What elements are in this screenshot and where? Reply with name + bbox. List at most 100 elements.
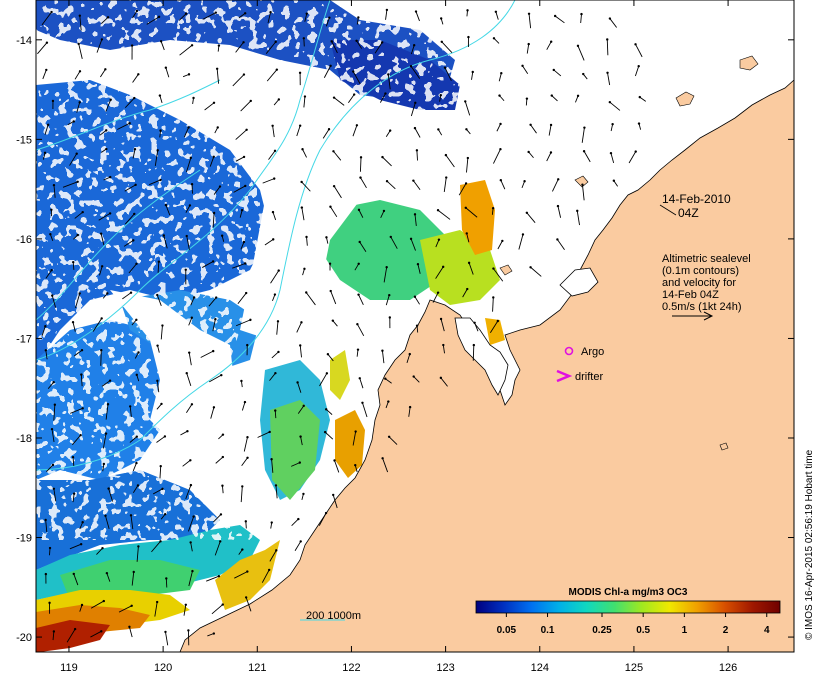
velocity-vector <box>352 125 358 137</box>
velocity-vector-origin <box>305 291 308 294</box>
lon-tick-label: 119 <box>60 662 78 674</box>
velocity-vector-origin <box>557 178 560 181</box>
contour-4 <box>36 169 201 321</box>
velocity-vector-origin <box>553 14 557 18</box>
velocity-vector <box>522 65 529 75</box>
velocity-vector <box>546 41 552 50</box>
velocity-vector <box>583 151 591 163</box>
velocity-vector <box>382 458 389 473</box>
velocity-vector <box>232 263 246 269</box>
velocity-vector-origin <box>381 457 384 460</box>
velocity-vector <box>354 263 360 271</box>
velocity-vector-origin <box>527 12 531 15</box>
lon-tick-label: 120 <box>154 662 172 674</box>
velocity-vector <box>190 542 193 552</box>
velocity-vector-origin <box>301 148 304 151</box>
velocity-vector-origin <box>521 64 524 68</box>
velocity-vector <box>208 297 217 307</box>
velocity-vector-origin <box>157 260 161 263</box>
velocity-vector <box>332 320 338 327</box>
velocity-vector <box>240 241 245 250</box>
velocity-vector <box>182 459 191 467</box>
velocity-vector <box>209 156 215 167</box>
velocity-vector-origin <box>246 343 249 347</box>
velocity-vector-origin <box>439 376 443 380</box>
lon-tick-label: 126 <box>719 662 737 674</box>
velocity-vector <box>101 380 111 387</box>
velocity-vector <box>266 69 278 82</box>
velocity-vector <box>489 320 499 333</box>
time-label: 04Z <box>678 206 699 220</box>
velocity-vector-origin <box>354 430 357 433</box>
velocity-vector <box>552 179 559 192</box>
velocity-vector <box>417 264 421 274</box>
velocity-vector <box>408 407 411 417</box>
velocity-vector <box>240 486 243 503</box>
velocity-vector-origin <box>156 344 159 347</box>
velocity-vector <box>331 41 338 54</box>
velocity-vector-origin <box>52 380 55 384</box>
island-3 <box>574 175 589 188</box>
velocity-vector-origin <box>246 436 249 439</box>
velocity-vector-origin <box>525 211 529 214</box>
contour-2 <box>36 0 516 471</box>
velocity-vector-origin <box>186 429 189 433</box>
velocity-vector <box>464 101 471 116</box>
velocity-vector-origin <box>104 514 107 518</box>
velocity-vector-origin <box>556 204 560 208</box>
velocity-vector <box>301 207 305 221</box>
velocity-vector <box>323 65 331 78</box>
velocity-vector-origin <box>466 287 469 291</box>
velocity-vector <box>500 180 506 190</box>
velocity-vector <box>444 67 452 81</box>
velocity-vector-origin <box>51 463 55 467</box>
velocity-vector-origin <box>79 434 82 437</box>
velocity-vector-origin <box>190 44 194 47</box>
velocity-vector <box>319 373 328 387</box>
velocity-vector <box>318 512 327 526</box>
velocity-vector-origin <box>189 541 192 544</box>
velocity-vector <box>159 466 162 479</box>
velocity-vector-origin <box>129 514 133 517</box>
velocity-vector-origin <box>106 403 110 406</box>
velocity-vector <box>74 211 83 219</box>
velocity-vector-origin <box>133 212 136 216</box>
velocity-vector-origin <box>76 233 79 237</box>
velocity-vector-origin <box>188 351 191 354</box>
velocity-vector <box>100 233 105 246</box>
velocity-vector-origin <box>71 455 75 459</box>
velocity-vector-origin <box>414 101 417 105</box>
velocity-vector-origin <box>191 569 194 573</box>
velocity-vector-origin <box>100 317 103 320</box>
velocity-vector <box>385 295 390 306</box>
velocity-vector-origin <box>637 122 641 125</box>
velocity-vector <box>297 382 302 393</box>
velocity-vector-origin <box>161 324 164 327</box>
velocity-vector-origin <box>246 456 249 459</box>
velocity-vector-origin <box>333 459 336 462</box>
velocity-vector <box>609 18 617 28</box>
velocity-vector <box>156 380 160 393</box>
velocity-vector-origin <box>240 209 244 212</box>
lat-tick-label: -14 <box>16 35 32 47</box>
velocity-vector-origin <box>276 320 280 323</box>
velocity-vector-origin <box>214 318 217 321</box>
velocity-vector-origin <box>159 540 162 543</box>
velocity-vector <box>383 267 388 283</box>
velocity-vector <box>359 241 367 253</box>
velocity-vector-origin <box>576 94 580 98</box>
velocity-vector-origin <box>45 41 49 44</box>
velocity-vector <box>582 184 585 201</box>
velocity-vector-origin <box>441 265 445 269</box>
velocity-vector <box>240 100 252 112</box>
velocity-vector-origin <box>380 41 384 44</box>
velocity-vector <box>445 154 455 168</box>
velocity-vector <box>493 268 504 282</box>
velocity-vector <box>530 124 537 134</box>
velocity-vector-origin <box>358 240 361 244</box>
velocity-vector <box>160 325 163 340</box>
velocity-vector <box>358 209 364 218</box>
velocity-vector <box>148 179 161 186</box>
velocity-vector <box>92 318 103 332</box>
velocity-vector-origin <box>189 459 192 462</box>
